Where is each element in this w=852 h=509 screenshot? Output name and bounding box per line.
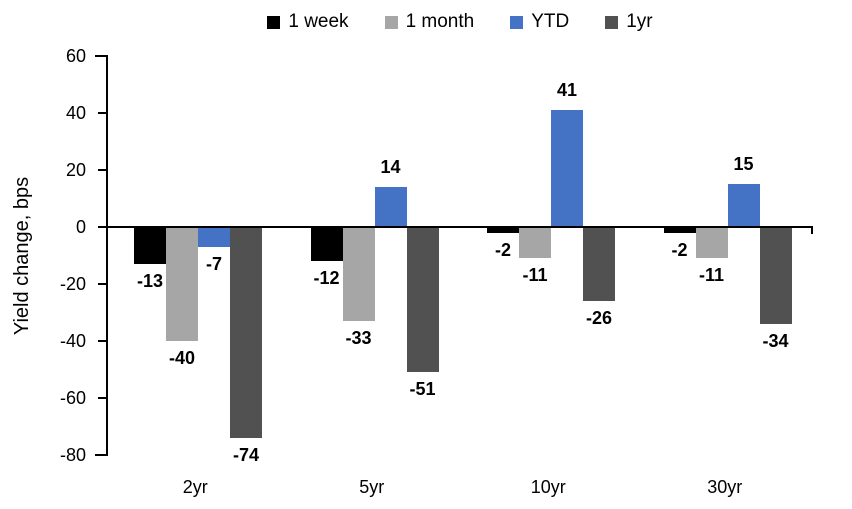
x-axis-end-tick — [811, 228, 813, 234]
bar-value-label: -51 — [409, 379, 436, 400]
bar-1-month-2yr — [166, 227, 198, 341]
y-axis-tick — [98, 283, 107, 285]
y-tick-label: -40 — [59, 331, 86, 351]
y-axis-line — [106, 55, 108, 456]
bar-value-label: 14 — [380, 157, 401, 178]
bar-1yr-10yr — [583, 227, 615, 302]
legend-item-1yr: 1yr — [605, 11, 653, 33]
legend-label: 1 week — [288, 11, 349, 32]
y-tick-label: 20 — [65, 160, 86, 180]
bar-1-month-10yr — [519, 227, 551, 259]
y-axis-tick — [98, 169, 107, 171]
bar-ytd-30yr — [727, 184, 760, 227]
y-tick-label: 40 — [65, 103, 86, 123]
legend-item-1-week: 1 week — [267, 11, 349, 33]
bar-value-label: 41 — [556, 80, 578, 101]
y-axis-tick — [95, 454, 107, 456]
bar-value-label: -12 — [313, 268, 340, 289]
y-tick-label: -80 — [59, 445, 86, 465]
bar-1-month-30yr — [695, 227, 728, 259]
bar-1-week-2yr — [134, 227, 166, 265]
legend-item-ytd: YTD — [510, 11, 569, 33]
legend-label: 1yr — [626, 11, 653, 32]
legend-label: 1 month — [405, 11, 475, 32]
bar-value-label: -11 — [522, 265, 548, 286]
x-category-label-2yr: 2yr — [182, 477, 208, 497]
legend-item-1-month: 1 month — [384, 11, 475, 33]
y-axis-tick — [98, 226, 107, 228]
bar-value-label: -11 — [698, 265, 725, 286]
y-axis-tick — [98, 340, 107, 342]
y-tick-label: 60 — [65, 46, 86, 66]
y-axis-tick — [98, 112, 107, 114]
legend-swatch-icon — [605, 15, 619, 29]
y-tick-label: -60 — [59, 388, 86, 408]
legend-swatch-icon — [510, 15, 524, 29]
x-category-label-30yr: 30yr — [707, 477, 743, 497]
legend-label: YTD — [531, 11, 570, 32]
y-axis-tick — [95, 55, 107, 57]
bar-1-week-10yr — [487, 227, 519, 233]
bar-1yr-5yr — [406, 227, 439, 373]
bar-value-label: -2 — [494, 239, 511, 260]
bar-value-label: -33 — [345, 328, 372, 349]
bar-value-label: -2 — [671, 239, 688, 260]
bar-value-label: 15 — [733, 154, 754, 175]
y-tick-label: 0 — [75, 217, 86, 237]
bar-1yr-30yr — [759, 227, 792, 324]
x-category-label-5yr: 5yr — [359, 477, 385, 497]
bar-value-label: -13 — [136, 271, 163, 292]
bar-1-week-30yr — [663, 227, 696, 233]
y-tick-label: -20 — [59, 274, 86, 294]
bar-value-label: -26 — [585, 308, 612, 329]
bar-value-label: -40 — [168, 348, 195, 368]
bar-1-week-5yr — [310, 227, 343, 262]
bar-1-month-5yr — [342, 227, 375, 322]
bar-value-label: -34 — [762, 330, 789, 351]
zero-line — [107, 226, 813, 228]
legend-swatch-icon — [267, 15, 281, 29]
bar-ytd-5yr — [374, 187, 407, 227]
y-axis-tick — [98, 397, 107, 399]
bar-value-label: -74 — [232, 444, 259, 465]
x-category-label-10yr: 10yr — [530, 477, 566, 497]
bar-value-label: -7 — [205, 253, 222, 274]
chart-legend: 1 week 1 month YTD 1yr — [107, 8, 813, 36]
bar-ytd-2yr — [198, 227, 230, 247]
bar-1yr-2yr — [230, 227, 262, 438]
bar-ytd-10yr — [551, 110, 583, 227]
legend-swatch-icon — [384, 15, 398, 29]
